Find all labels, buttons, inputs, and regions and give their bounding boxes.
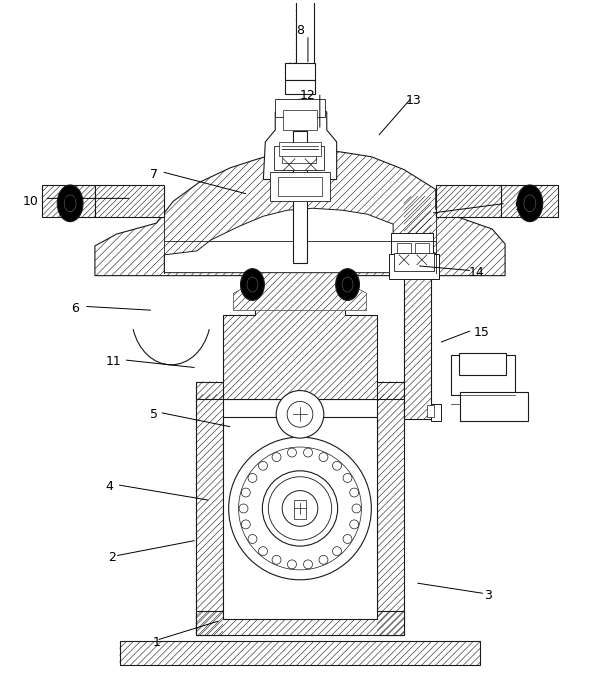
Polygon shape <box>233 268 367 311</box>
Text: 4: 4 <box>106 480 114 493</box>
Bar <box>397 243 411 255</box>
Ellipse shape <box>64 195 76 212</box>
Ellipse shape <box>342 277 353 292</box>
Polygon shape <box>164 208 436 273</box>
Circle shape <box>262 471 338 546</box>
Ellipse shape <box>241 269 265 300</box>
Text: 3: 3 <box>484 589 492 602</box>
Circle shape <box>259 547 268 556</box>
Bar <box>282 149 316 163</box>
Bar <box>415 243 429 255</box>
Circle shape <box>332 462 341 470</box>
Circle shape <box>332 547 341 556</box>
Bar <box>377 394 404 635</box>
Bar <box>43 185 95 217</box>
Circle shape <box>319 453 328 462</box>
Circle shape <box>239 504 248 513</box>
Text: 6: 6 <box>71 302 79 315</box>
Bar <box>294 499 306 519</box>
Circle shape <box>343 473 352 482</box>
Circle shape <box>272 555 281 564</box>
Circle shape <box>272 453 281 462</box>
Text: 9: 9 <box>514 200 522 213</box>
Ellipse shape <box>524 195 536 212</box>
Bar <box>274 146 324 170</box>
Circle shape <box>276 391 324 438</box>
Circle shape <box>343 534 352 543</box>
Circle shape <box>350 488 359 497</box>
Bar <box>296 0 314 69</box>
Bar <box>270 172 330 201</box>
Text: 2: 2 <box>108 552 116 565</box>
Bar <box>284 412 316 429</box>
Ellipse shape <box>247 277 258 292</box>
Circle shape <box>248 473 257 482</box>
Bar <box>285 63 315 80</box>
Bar <box>394 253 434 271</box>
Bar <box>95 185 164 217</box>
Bar <box>196 382 404 399</box>
Bar <box>119 641 481 665</box>
Bar <box>293 131 307 262</box>
Polygon shape <box>263 100 337 179</box>
Bar <box>283 110 317 130</box>
Circle shape <box>287 401 313 427</box>
Circle shape <box>282 491 318 526</box>
Ellipse shape <box>517 185 543 222</box>
Bar <box>196 394 223 635</box>
Bar <box>451 355 515 394</box>
Circle shape <box>259 462 268 470</box>
Circle shape <box>241 488 250 497</box>
Text: 8: 8 <box>296 25 304 37</box>
Bar <box>278 177 322 196</box>
Circle shape <box>287 560 296 569</box>
Bar <box>436 185 503 217</box>
Bar <box>223 417 377 620</box>
Circle shape <box>248 534 257 543</box>
Circle shape <box>319 555 328 564</box>
Text: 1: 1 <box>152 635 160 649</box>
Bar <box>285 80 315 94</box>
Text: 12: 12 <box>300 89 316 102</box>
Circle shape <box>239 447 361 570</box>
Bar <box>389 254 439 279</box>
Bar <box>279 142 321 156</box>
Circle shape <box>268 477 332 540</box>
Bar <box>458 353 506 374</box>
Circle shape <box>304 560 313 569</box>
Circle shape <box>241 520 250 529</box>
Bar <box>196 611 404 635</box>
Polygon shape <box>95 150 505 275</box>
Ellipse shape <box>335 269 359 300</box>
Text: 10: 10 <box>23 195 38 208</box>
Text: 5: 5 <box>151 408 158 421</box>
Polygon shape <box>223 293 377 399</box>
Bar <box>391 233 433 261</box>
Circle shape <box>352 504 361 513</box>
Text: 15: 15 <box>473 326 489 339</box>
Bar <box>501 185 557 217</box>
Ellipse shape <box>57 185 83 222</box>
Bar <box>275 100 325 117</box>
Text: 11: 11 <box>106 355 122 368</box>
Circle shape <box>304 448 313 457</box>
Bar <box>431 405 440 421</box>
Bar <box>427 405 434 417</box>
Circle shape <box>350 520 359 529</box>
Bar <box>404 196 431 419</box>
Bar <box>461 392 528 421</box>
Text: 13: 13 <box>406 93 422 106</box>
Circle shape <box>229 437 371 580</box>
Polygon shape <box>233 268 367 311</box>
Text: 14: 14 <box>469 266 484 279</box>
Text: 7: 7 <box>151 168 158 181</box>
Circle shape <box>287 448 296 457</box>
